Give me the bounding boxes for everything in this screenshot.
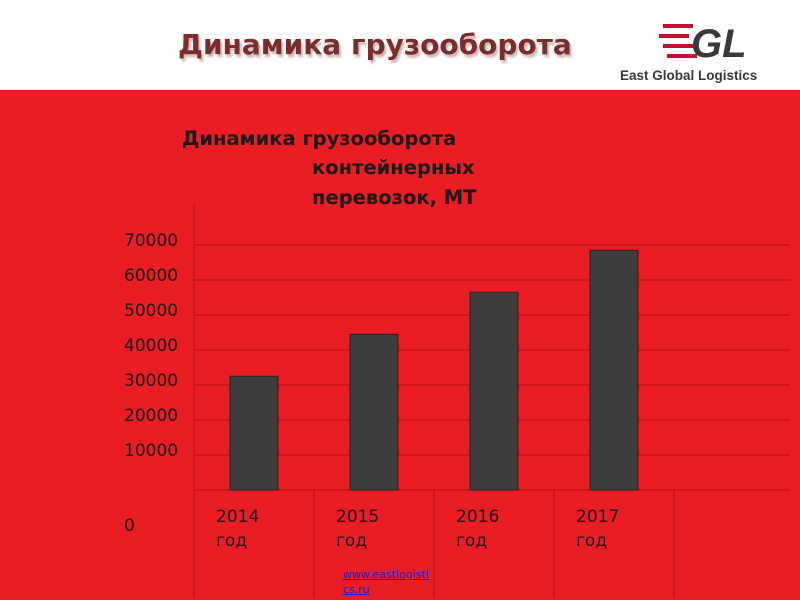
egl-logo-mark: GL — [659, 22, 747, 62]
chart-title-line-1: Динамика грузооборота — [182, 127, 457, 150]
website-link-line-1[interactable]: www.eastlogisti — [343, 568, 429, 581]
website-link-line-2[interactable]: cs.ru — [343, 583, 370, 596]
chart-background — [0, 90, 800, 600]
x-category-label: 2015 год — [336, 507, 380, 551]
y-tick-label: 20000 — [124, 406, 179, 426]
y-tick-label: 0 — [124, 516, 135, 536]
svg-text:GL: GL — [691, 22, 747, 62]
y-tick-label: 70000 — [124, 231, 179, 251]
y-tick-label: 10000 — [124, 441, 179, 461]
y-tick-label: 60000 — [124, 266, 179, 286]
company-name: East Global Logistics — [620, 68, 758, 83]
bar-2015 — [349, 333, 399, 491]
company-logo: GL East Global Logistics — [612, 18, 792, 84]
website-link[interactable]: www.eastlogisti cs.ru — [343, 567, 453, 597]
chart-title-line-2: контейнерных — [312, 156, 475, 179]
x-category-label: 2017 год — [576, 507, 620, 551]
x-category-label: 2014 год — [216, 507, 260, 551]
y-tick-label: 30000 — [124, 371, 179, 391]
y-tick-label: 40000 — [124, 336, 179, 356]
x-category-label: 2016 год — [456, 507, 500, 551]
bar-2016 — [469, 291, 519, 491]
bar-2014 — [229, 375, 279, 491]
chart-title-line-3: перевозок, МТ — [312, 186, 477, 209]
bar-2017 — [589, 249, 639, 491]
slide-title: Динамика грузооборота — [178, 28, 572, 61]
y-tick-label: 50000 — [124, 301, 179, 321]
